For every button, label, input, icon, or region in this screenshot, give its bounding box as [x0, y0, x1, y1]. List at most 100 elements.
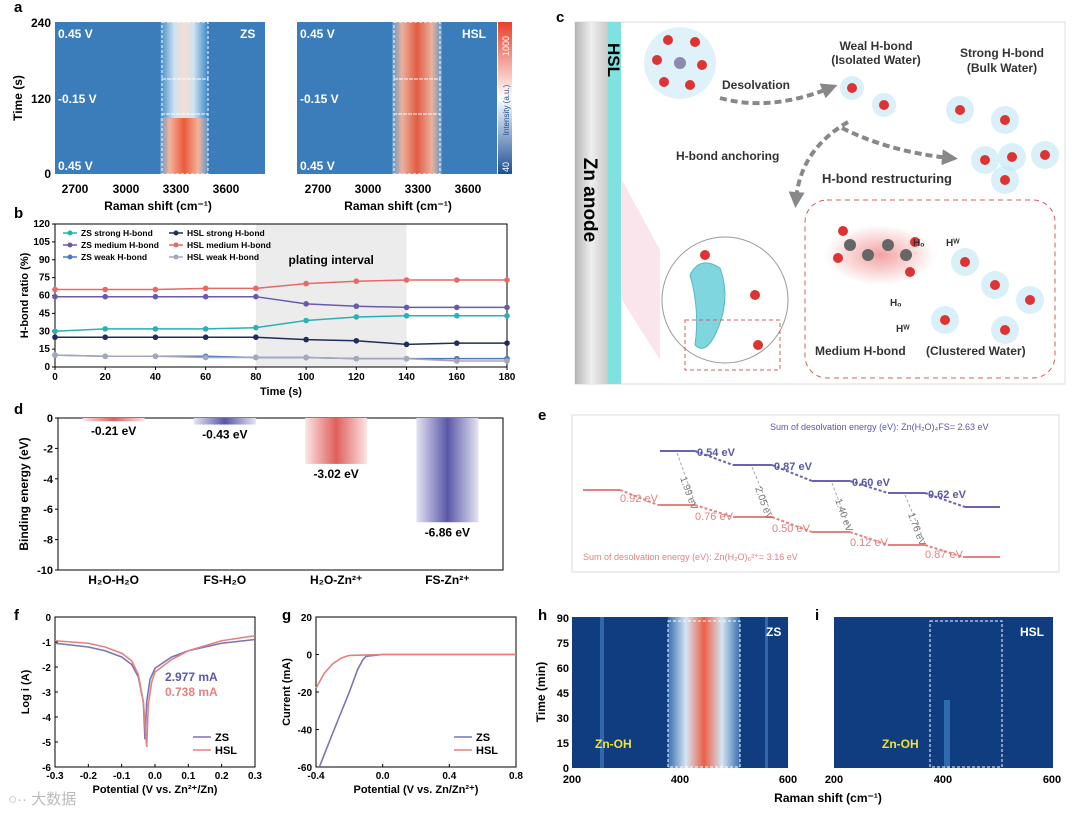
h2o-step-2: 0.76 eV: [695, 511, 734, 523]
b-series-line: [54, 354, 507, 362]
i-xtick-600: 600: [1043, 774, 1061, 786]
f-ytick-label: -1: [42, 638, 51, 649]
panel-i-xticks: 200 400 600: [825, 774, 1061, 786]
heatmap-zs: 0.45 V -0.15 V 0.45 V ZS: [55, 21, 265, 175]
panel-h-xticks: 200 400 600: [563, 774, 797, 786]
voltage-top-zs: 0.45 V: [58, 27, 93, 41]
panel-label-i: i: [815, 607, 819, 624]
b-ytick-label: 45: [39, 308, 51, 319]
panel-label-h: h: [538, 607, 547, 624]
b-point: [253, 293, 259, 300]
restructuring-label: H-bond restructuring: [822, 171, 952, 186]
hsl-xtick-3300: 3300: [405, 182, 432, 196]
hf-label-2: Hₒ: [890, 298, 901, 309]
f-ylabel: Log i (A): [20, 669, 32, 714]
hsl-xtick-3000: 3000: [355, 182, 382, 196]
zoom-water-3: [753, 340, 763, 350]
b-xtick-label: 80: [250, 372, 262, 383]
b-xtick-label: 20: [100, 372, 112, 383]
b-point: [453, 340, 460, 346]
b-legend-marker: [67, 242, 73, 248]
zn-anode-label: Zn anode: [579, 158, 600, 242]
heatmap-title-hsl: HSL: [462, 27, 486, 41]
medium-hbond-box: [804, 199, 1056, 379]
strong-hbond-title: Strong H-bond: [960, 46, 1044, 60]
b-legend-label: ZS medium H-bond: [81, 240, 159, 250]
b-point: [504, 277, 510, 283]
fs-sum-label: Sum of desolvation energy (eV): Zn(H₂O)₄…: [770, 422, 989, 432]
ytick-90: 90: [557, 613, 569, 625]
f-xtick-label: 0.1: [181, 771, 195, 782]
panel-a-ytick-0: 0: [44, 167, 51, 181]
bulk-water-network: [946, 96, 1059, 194]
b-legend-marker: [67, 230, 73, 236]
clustered-water-label: (Clustered Water): [926, 344, 1026, 358]
panel-label-a: a: [14, 0, 23, 16]
f-annotation-hsl: 0.738 mA: [165, 685, 218, 699]
g-ytick-label: 0: [306, 651, 312, 662]
ytick-60: 60: [557, 663, 569, 675]
b-point: [403, 355, 410, 362]
b-point: [303, 317, 309, 324]
b-legend-marker: [173, 230, 179, 236]
b-point: [152, 286, 159, 293]
strong-hbond-sub: (Bulk Water): [967, 61, 1037, 75]
panel-f: f -0.3 -0.2 -0.1 0.0 0.1 0.2 0.3 0 -1 -2 -3 -4 -5 -6 P…: [14, 607, 262, 796]
h-xtick-200: 200: [563, 774, 581, 786]
f-xtick-label: -0.2: [80, 771, 98, 782]
d-bar: [416, 418, 479, 523]
colorbar-label: Intensity (a.u.): [502, 84, 511, 135]
b-point: [453, 277, 460, 283]
panel-hi-xlabel: Raman shift (cm⁻¹): [774, 791, 882, 805]
b-point: [353, 337, 360, 344]
panel-e: e Sum of desolvation energy (eV): Zn(H₂O…: [538, 407, 1060, 573]
weak-hbond-sub: (Isolated Water): [831, 53, 921, 67]
heatmap-title-zs: ZS: [240, 27, 255, 41]
weak-hbond-title: Weal H-bond: [839, 39, 912, 53]
heatmap-h-box: [667, 620, 741, 768]
b-point: [102, 353, 109, 360]
b-point: [102, 334, 109, 341]
i-xtick-400: 400: [934, 774, 952, 786]
panel-h-yticks: 0 15 30 45 60 75 90: [557, 613, 569, 775]
voltage-bottom-zs: 0.45 V: [58, 159, 93, 173]
colorbar: [498, 22, 512, 174]
b-xtick-label: 0: [52, 372, 58, 383]
solvation-cluster: [644, 27, 716, 99]
b-ytick-label: 120: [33, 219, 50, 230]
heatmap-h-peak-label: Zn-OH: [595, 737, 632, 751]
b-point: [152, 293, 159, 300]
b-legend-marker: [67, 254, 73, 260]
d-bar: [305, 418, 368, 464]
hsl-xtick-2700: 2700: [305, 182, 332, 196]
b-xtick-label: 160: [448, 372, 465, 383]
panel-e-frame: [571, 414, 1060, 573]
b-point: [52, 286, 58, 293]
b-series-line: [55, 279, 507, 291]
plating-interval-label: plating interval: [289, 253, 374, 267]
b-xtick-label: 60: [200, 372, 212, 383]
f-ytick-label: -6: [42, 763, 51, 774]
b-ytick-label: 60: [39, 291, 51, 302]
b-legend-label: HSL medium H-bond: [187, 240, 271, 250]
b-point: [253, 285, 259, 292]
b-point: [152, 353, 159, 360]
h2o-step-3: 0.50 eV: [772, 523, 811, 535]
b-point: [504, 312, 510, 319]
d-ytick-label: -8: [43, 535, 53, 547]
b-ytick-label: 0: [44, 362, 50, 373]
f-series-line: [54, 634, 256, 748]
b-point: [52, 334, 58, 341]
g-ytick-label: -20: [298, 688, 313, 699]
h-xtick-600: 600: [779, 774, 797, 786]
panel-a: a 0.45 V -0.15 V 0.45 V ZS 0.45 V -0.15 …: [11, 0, 512, 213]
medium-hbond-label: Medium H-bond: [815, 344, 906, 358]
b-xtick-label: 180: [499, 372, 516, 383]
d-bar-value: -3.02 eV: [313, 467, 358, 481]
g-legend-label: HSL: [476, 745, 498, 757]
d-category-label: FS-Zn²⁺: [425, 573, 469, 587]
panel-label-f: f: [14, 607, 20, 624]
panel-a-xlabel-zs: Raman shift (cm⁻¹): [104, 199, 212, 213]
b-point: [253, 324, 259, 331]
